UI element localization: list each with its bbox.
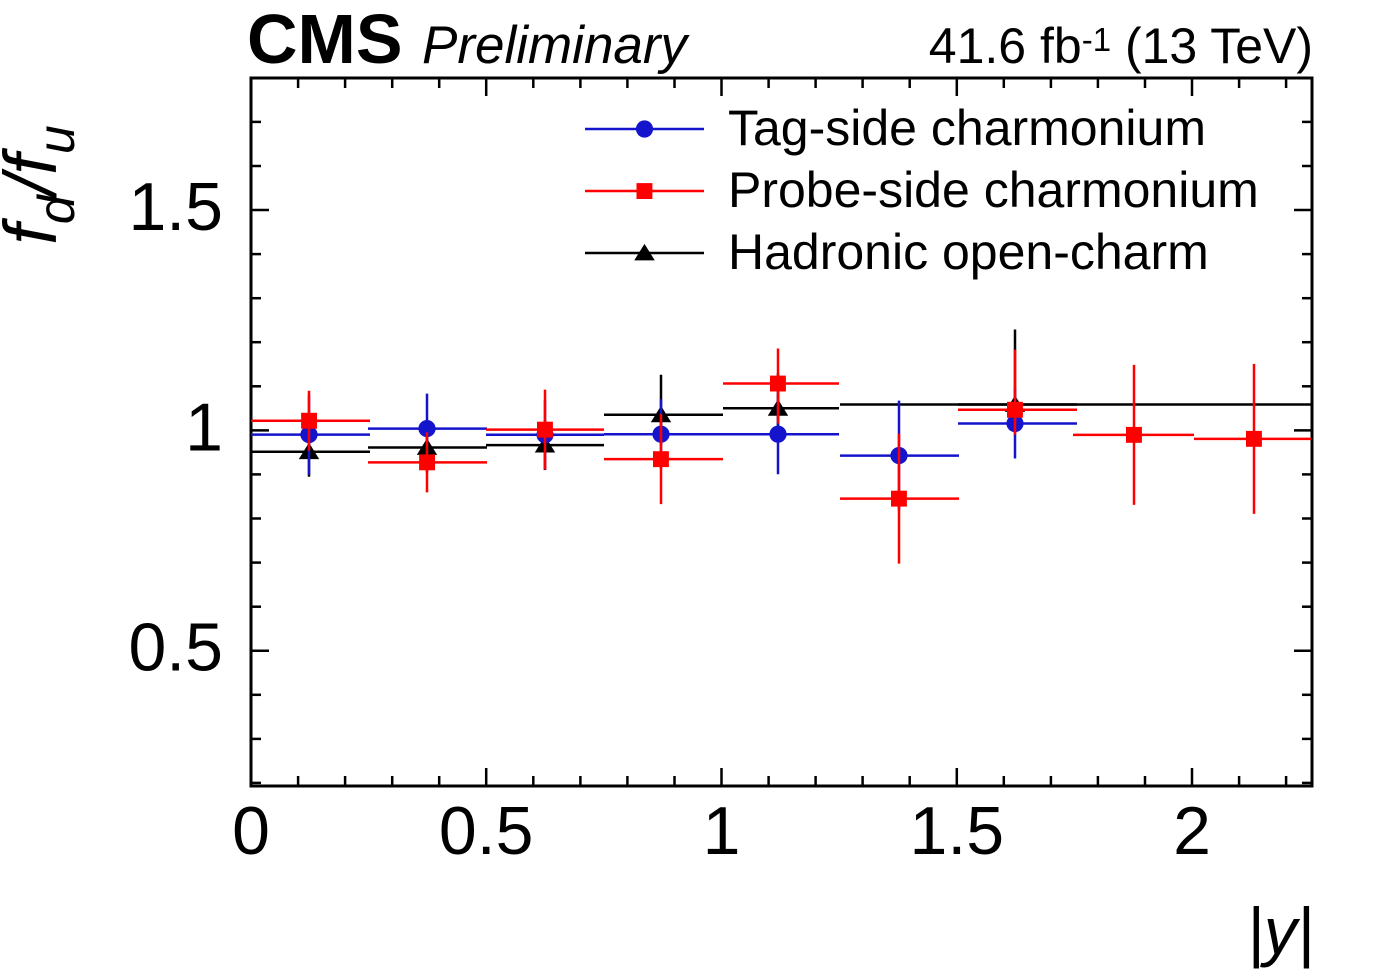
svg-text:1: 1 [185, 389, 223, 465]
svg-text:Probe-side charmonium: Probe-side charmonium [728, 162, 1259, 218]
svg-text:1.5: 1.5 [910, 793, 1005, 869]
svg-text:0.5: 0.5 [128, 610, 223, 686]
svg-text:Hadronic open-charm: Hadronic open-charm [728, 224, 1209, 280]
svg-text:1: 1 [703, 793, 741, 869]
svg-text:0: 0 [232, 793, 270, 869]
svg-text:2: 2 [1173, 793, 1211, 869]
svg-text:Preliminary: Preliminary [422, 16, 691, 75]
svg-text:CMS: CMS [247, 0, 403, 78]
svg-text:Tag-side charmonium: Tag-side charmonium [728, 100, 1206, 156]
svg-text:0.5: 0.5 [439, 793, 534, 869]
svg-text:1.5: 1.5 [128, 169, 223, 245]
svg-text:41.6 fb-1 (13 TeV): 41.6 fb-1 (13 TeV) [929, 18, 1313, 74]
svg-text:|y|: |y| [1247, 894, 1314, 970]
